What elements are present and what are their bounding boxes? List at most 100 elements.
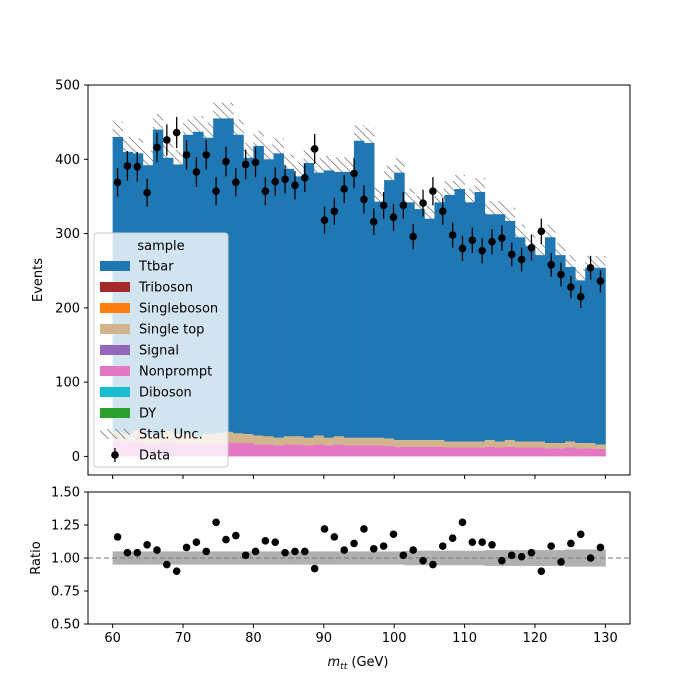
legend-label: Singleboson xyxy=(139,302,218,317)
ratio-band-segment xyxy=(313,551,325,565)
data-point xyxy=(241,160,250,169)
data-point xyxy=(488,237,496,246)
x-axis-label: mtt (GeV) xyxy=(328,655,389,672)
ratio-point xyxy=(202,547,211,556)
single-top-bar xyxy=(585,443,596,449)
ratio-point xyxy=(330,533,339,541)
single-top-bar xyxy=(374,437,385,446)
single-top-bar xyxy=(323,437,335,446)
legend-swatch xyxy=(100,387,130,397)
legend-label: Data xyxy=(139,449,170,464)
ratio-point xyxy=(488,541,496,549)
data-point xyxy=(517,255,526,264)
ratio-point xyxy=(537,567,546,575)
nonprompt-bar xyxy=(293,444,305,457)
ttbar-bar xyxy=(474,191,486,442)
ratio-point xyxy=(419,556,427,565)
nonprompt-bar xyxy=(545,448,556,457)
legend-label: Signal xyxy=(139,344,179,359)
stat-unc-bar xyxy=(414,195,425,223)
ratio-point xyxy=(429,560,437,569)
single-top-bar xyxy=(534,441,546,448)
data-point xyxy=(369,217,378,226)
data-points xyxy=(113,116,605,308)
x-tick-label: 80 xyxy=(245,631,262,646)
data-point xyxy=(557,270,565,279)
nonprompt-bar xyxy=(283,444,295,457)
ttbar-bar xyxy=(585,267,596,444)
single-top-bar xyxy=(394,440,405,447)
data-point xyxy=(468,236,477,245)
nonprompt-bar xyxy=(434,446,445,457)
single-top-bar xyxy=(364,437,375,446)
data-point xyxy=(301,174,309,182)
nonprompt-bar xyxy=(494,447,506,457)
ttbar-bar xyxy=(303,163,315,438)
nonprompt-bar xyxy=(323,445,335,457)
ratio-band-segment xyxy=(464,550,476,566)
main-y-ticks: 0 100 200 300 400 500 xyxy=(55,79,88,465)
legend-label: Triboson xyxy=(138,281,193,296)
ttbar-bar xyxy=(243,157,254,435)
ratio-band-segment xyxy=(545,550,556,566)
ttbar-bar xyxy=(233,134,244,434)
ttbar-bar xyxy=(434,202,445,441)
ratio-point xyxy=(567,539,575,548)
nonprompt-bar xyxy=(464,447,476,457)
stat-unc-bar xyxy=(545,224,556,251)
ratio-point xyxy=(527,548,536,557)
data-point xyxy=(330,207,339,216)
ratio-point xyxy=(389,530,398,539)
single-top-bar xyxy=(504,440,516,447)
single-top-bar xyxy=(233,433,244,444)
ttbar-bar xyxy=(364,142,375,438)
nonprompt-bar xyxy=(524,447,536,457)
ratio-point xyxy=(557,558,565,566)
ratio-point xyxy=(143,541,151,549)
ttbar-bar xyxy=(283,168,295,437)
legend-marker xyxy=(111,451,119,459)
data-point xyxy=(212,187,220,196)
ratio-point xyxy=(172,567,181,575)
ratio-band-segment xyxy=(394,551,405,565)
ratio-point xyxy=(596,543,605,552)
stat-unc-bar xyxy=(514,224,526,251)
nonprompt-bar xyxy=(585,448,596,457)
legend-swatch xyxy=(100,366,130,376)
nonprompt-bar xyxy=(273,445,284,457)
single-top-bar xyxy=(343,437,355,446)
ratio-band-segment xyxy=(152,551,164,565)
ratio-y-axis-label: Ratio xyxy=(29,541,44,574)
nonprompt-bar xyxy=(394,446,405,457)
ratio-band-segment xyxy=(122,551,134,565)
single-top-bar xyxy=(353,437,365,446)
y-tick-label: 100 xyxy=(55,376,80,391)
ratio-band-segment xyxy=(193,551,204,565)
single-top-bar xyxy=(484,440,496,447)
legend-swatch xyxy=(100,408,130,418)
y-tick-label: 0 xyxy=(72,450,80,465)
ratio-point xyxy=(360,525,368,533)
data-point xyxy=(567,283,575,291)
legend-swatch xyxy=(100,324,130,334)
data-point xyxy=(547,260,555,269)
legend-title: sample xyxy=(137,239,184,254)
ratio-y-tick-label: 0.75 xyxy=(51,585,80,600)
data-point xyxy=(507,250,516,259)
single-top-bar xyxy=(545,443,556,449)
single-top-bar xyxy=(333,436,345,445)
ratio-band-segment xyxy=(424,550,435,566)
ratio-point xyxy=(458,518,467,527)
data-point xyxy=(320,216,329,224)
single-top-bar xyxy=(273,437,284,446)
stat-unc-bar xyxy=(253,130,264,162)
nonprompt-bar xyxy=(233,443,244,457)
ratio-point xyxy=(369,544,378,553)
data-point xyxy=(409,232,418,241)
ratio-point xyxy=(547,542,555,550)
nonprompt-bar xyxy=(374,445,385,457)
legend-label: Nonprompt xyxy=(139,365,212,380)
data-point xyxy=(291,181,299,190)
ratio-point xyxy=(133,548,142,557)
ratio-band-segment xyxy=(343,551,355,565)
